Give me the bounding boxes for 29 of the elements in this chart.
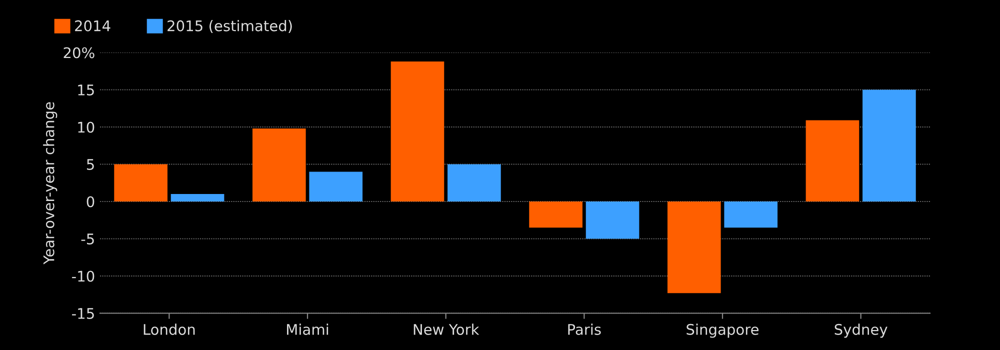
y-tick-label: 20% <box>64 47 94 58</box>
bar <box>448 164 501 202</box>
bar <box>309 172 363 202</box>
bar <box>586 202 640 239</box>
bar <box>390 61 444 202</box>
bar <box>529 202 582 228</box>
x-tick-label: London <box>144 324 195 335</box>
y-axis-title: Year-over-year change <box>43 102 58 264</box>
bar <box>806 120 860 202</box>
y-tick-label: 0 <box>86 196 94 208</box>
y-tick-label: -15 <box>72 308 94 319</box>
y-tick-label: 15 <box>78 84 94 96</box>
bar <box>667 202 721 294</box>
legend-label: 2014 <box>75 20 110 32</box>
y-tick-label: -10 <box>72 270 94 282</box>
bar <box>724 202 778 228</box>
bar <box>114 164 168 202</box>
x-tick-label: Paris <box>568 324 601 335</box>
y-tick-label: 5 <box>86 159 94 170</box>
x-tick-label: Sydney <box>834 324 888 338</box>
x-tick-label: Singapore <box>686 324 759 338</box>
bar <box>252 128 306 202</box>
x-tick-label: New York <box>414 324 480 335</box>
legend-label: 2015 (estimated) <box>168 20 292 34</box>
bar <box>170 194 224 202</box>
y-tick-label: -5 <box>81 234 94 244</box>
y-tick-label: 10 <box>78 122 94 133</box>
bar <box>862 90 916 202</box>
x-tick-label: Miami <box>287 324 328 335</box>
